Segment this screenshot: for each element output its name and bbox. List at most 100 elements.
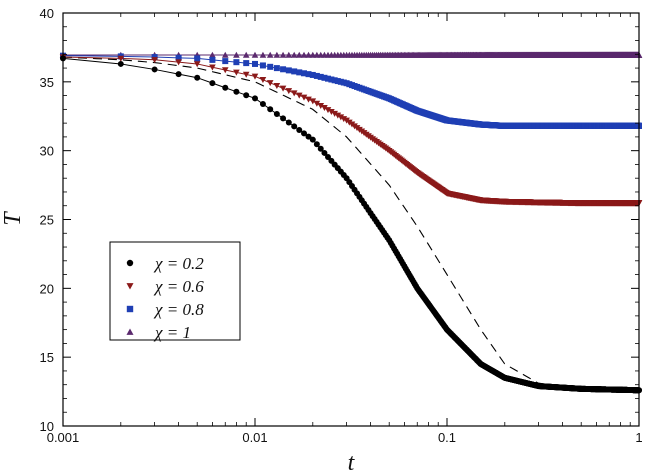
series-1-point <box>305 133 312 140</box>
series-3-point <box>305 71 312 78</box>
series-1-point <box>222 84 229 91</box>
series-3-point <box>296 69 303 76</box>
series-4-point <box>209 51 216 58</box>
series-3-point <box>222 58 229 65</box>
series-1-point <box>151 66 158 73</box>
series-2-point <box>343 117 350 124</box>
series-2-point <box>209 64 216 71</box>
x-tick-label: 1 <box>635 430 642 445</box>
series-3-point <box>233 59 240 66</box>
series-3-point <box>209 56 216 63</box>
series-3-point <box>325 75 331 82</box>
series-1-point <box>117 60 124 67</box>
series-3-point <box>194 55 201 62</box>
series-2-point <box>175 59 182 66</box>
x-tick-label: 0.1 <box>438 430 456 445</box>
series-3-point <box>175 54 182 61</box>
series-4-point <box>295 51 303 58</box>
series-1-point <box>243 92 250 99</box>
y-axis-title: T <box>0 211 26 226</box>
series-2-point <box>285 88 293 95</box>
legend-label-3: χ = 0.8 <box>153 300 204 319</box>
series-3-point <box>321 74 328 81</box>
series-4-point <box>285 51 293 58</box>
series-4 <box>59 51 643 58</box>
series-2-point <box>266 80 274 87</box>
series-3-point <box>267 63 274 70</box>
series-2-point <box>321 105 328 112</box>
series-2-point <box>273 83 281 90</box>
series-1-point <box>291 123 298 130</box>
series-2-point <box>300 94 308 101</box>
series-3-point <box>301 70 308 77</box>
series-3-point <box>273 65 280 72</box>
legend-label-1: χ = 0.2 <box>153 254 204 273</box>
series-3-point <box>317 73 324 80</box>
series-3-point <box>280 66 287 73</box>
series-3-point <box>151 54 158 61</box>
tick-layer: 0.001 0.01 0.1 1 10 15 20 25 30 35 40 <box>40 6 643 445</box>
series-4-point <box>305 51 312 58</box>
series-4-point <box>242 51 250 58</box>
series-2-point <box>340 116 348 123</box>
series-2-point <box>251 73 259 80</box>
series-2-point <box>309 98 317 105</box>
series-2-point <box>313 100 321 107</box>
series-1 <box>60 55 642 394</box>
series-3-point <box>334 78 341 85</box>
series-1-point <box>267 106 274 113</box>
series-2-point <box>233 69 240 76</box>
series-4-point <box>259 51 267 58</box>
series-4-point <box>273 51 281 58</box>
series-2-point <box>151 57 158 64</box>
series-3-point <box>331 77 338 84</box>
legend: χ = 0.2 χ = 0.6 χ = 0.8 χ = 1 <box>109 241 241 342</box>
series-1-point <box>317 145 324 152</box>
series-2-point <box>290 90 298 97</box>
series-4-point <box>300 51 308 58</box>
series-4-point <box>290 51 298 58</box>
series-3-point <box>285 67 292 74</box>
y-tick-label: 40 <box>40 6 54 21</box>
series-1-point <box>194 74 201 81</box>
series-3-point <box>309 71 316 78</box>
series-4-point <box>266 51 274 58</box>
series-4-point <box>279 51 287 58</box>
series-1-point <box>309 136 316 143</box>
series-1-point <box>296 126 303 133</box>
series-1-point <box>313 141 320 148</box>
series-layer <box>59 51 643 394</box>
series-2-point <box>117 55 125 62</box>
series-2-point <box>337 114 345 121</box>
y-tick-label: 25 <box>40 213 54 228</box>
series-1-point <box>252 95 258 102</box>
series-1-point <box>259 101 266 108</box>
series-2-point <box>221 67 229 74</box>
series-3-point <box>252 60 258 67</box>
series-3 <box>60 52 642 129</box>
series-2 <box>59 54 643 207</box>
series-1-point <box>175 71 182 78</box>
legend-marker-3 <box>126 305 134 313</box>
series-1-point <box>321 149 328 156</box>
series-2-point <box>305 96 312 103</box>
x-axis-title: t <box>348 450 356 476</box>
legend-marker-1 <box>126 259 134 267</box>
legend-label-2: χ = 0.6 <box>153 277 204 296</box>
y-tick-label: 15 <box>40 350 54 365</box>
series-3-point <box>291 68 298 75</box>
series-1-point <box>285 119 292 126</box>
series-2-point <box>324 107 332 114</box>
series-3-point <box>328 76 335 83</box>
legend-marker-4 <box>126 328 134 335</box>
series-3-point <box>313 72 320 79</box>
series-1-point <box>301 130 308 137</box>
y-tick-label: 10 <box>40 419 54 434</box>
legend-box <box>109 241 241 341</box>
series-2-point <box>279 85 287 92</box>
y-tick-label: 20 <box>40 281 54 296</box>
y-tick-label: 30 <box>40 144 54 159</box>
series-4-point <box>251 51 259 58</box>
